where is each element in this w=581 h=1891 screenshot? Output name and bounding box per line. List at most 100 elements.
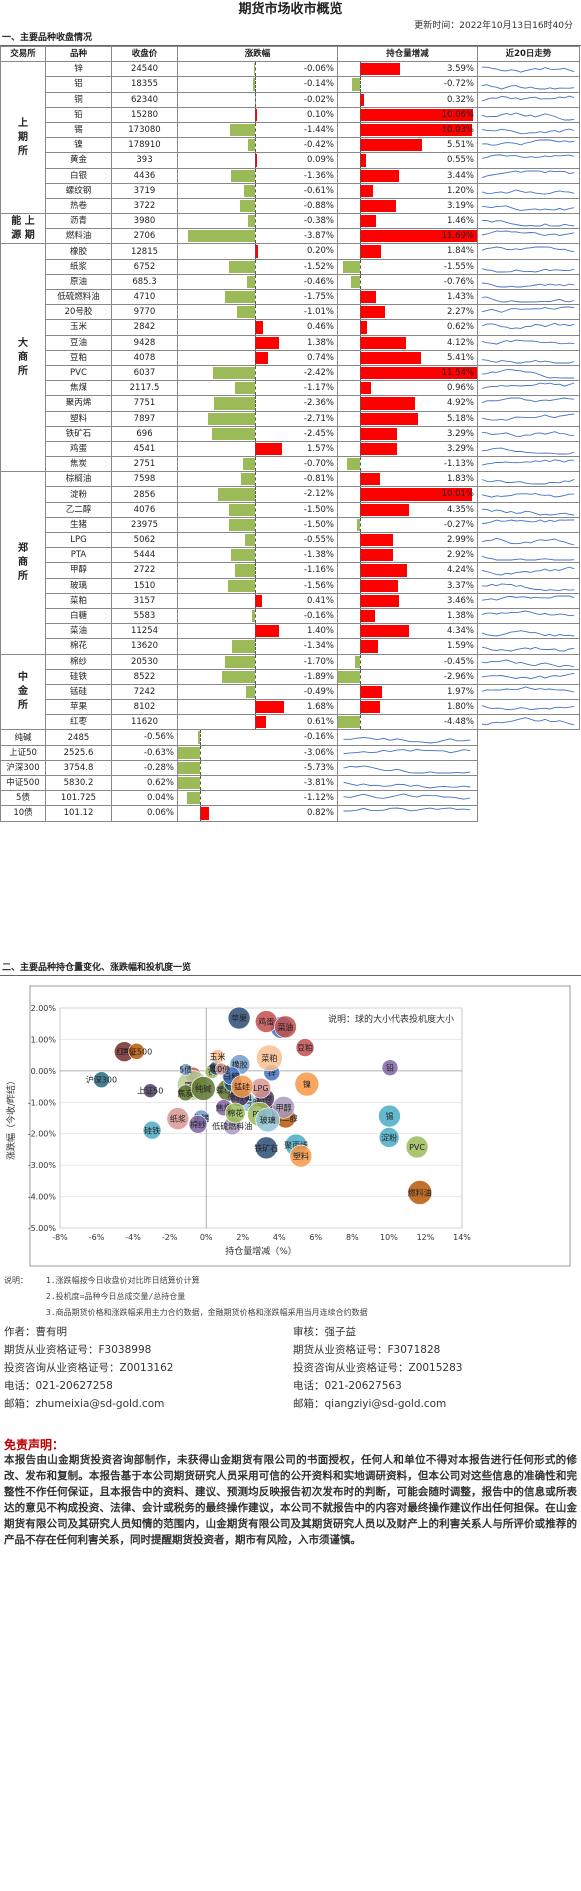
section-divider (0, 45, 581, 46)
oi-change-value: 0.62% (446, 322, 474, 333)
trend-cell (477, 91, 580, 108)
change-bar (231, 169, 255, 182)
zero-axis (255, 487, 256, 502)
sparkline-path (481, 112, 575, 121)
sparkline-path (481, 672, 575, 679)
zero-axis (255, 169, 256, 183)
oi-change-bar (360, 625, 409, 638)
change-cell: -1.36% (177, 167, 338, 184)
change-cell: 0.06% (111, 805, 178, 822)
chart-note: 说明：球的大小代表投机度大小 (328, 1013, 454, 1025)
closing-table: 交易所 品种 收盘价 涨跌幅 持仓量增减 近20日走势 上 期 所锌 24540 -… (0, 45, 580, 822)
zero-axis (255, 472, 256, 486)
oi-change-cell: 0.82% (177, 805, 338, 822)
table-row: 焦煤 2117.5 -1.17% 0.96% (1, 380, 580, 397)
x-tick-label: 6% (309, 1233, 322, 1242)
close-price: 685.3 (111, 273, 178, 291)
reviewer-license: 期货从业资格证号：F3071828 (293, 1344, 441, 1356)
change-value: -2.36% (303, 398, 334, 409)
oi-change-cell: 0.62% (337, 319, 478, 336)
change-bar (246, 685, 255, 699)
zero-axis (255, 108, 256, 122)
close-price: 4078 (111, 349, 178, 366)
oi-change-bar (360, 139, 422, 152)
table-row: 5债 101.725 0.04% -1.12% (0, 790, 580, 807)
sparkline-path (481, 128, 575, 135)
bubble-label: 苹果 (231, 1013, 247, 1023)
oi-change-cell: 3.37% (337, 577, 478, 594)
oi-change-value: 1.38% (446, 610, 474, 621)
update-time: 更新时间：2022年10月13日16时40分 (414, 21, 573, 31)
sparkline-path (481, 267, 575, 273)
oi-change-value: 4.35% (446, 504, 474, 515)
change-value: -0.02% (303, 94, 334, 105)
oi-change-cell: 2.99% (337, 531, 478, 549)
product-name: 铁矿石 (45, 425, 112, 442)
oi-change-value: 5.18% (446, 413, 474, 424)
change-value: -0.56% (143, 732, 174, 743)
change-cell: -0.28% (111, 759, 178, 777)
sparkline (482, 296, 575, 303)
zero-axis (255, 351, 256, 365)
change-cell: -0.46% (177, 273, 338, 291)
oi-change-bar (360, 215, 377, 228)
zero-axis (360, 533, 361, 547)
change-bar (187, 230, 255, 243)
oi-change-cell: -0.27% (337, 516, 478, 534)
bubble (295, 1038, 315, 1057)
change-value: -0.16% (303, 610, 334, 621)
sparkline (481, 672, 575, 679)
oi-change-value: 3.29% (446, 443, 474, 454)
sparkline-path (481, 205, 575, 211)
bubble (230, 1074, 254, 1098)
change-bar (231, 640, 255, 653)
close-price: 18355 (111, 76, 178, 93)
product-name: 锰硅 (45, 683, 112, 701)
oi-change-bar (360, 108, 473, 121)
close-price: 2525.6 (45, 744, 112, 761)
trend-cell (337, 759, 478, 777)
oi-change-bar (338, 716, 360, 729)
oi-change-cell: 1.59% (337, 638, 478, 655)
oi-change-value: -0.45% (443, 656, 474, 667)
close-price: 4076 (111, 501, 178, 518)
zero-axis (360, 169, 361, 183)
change-value: -1.44% (303, 124, 334, 135)
oi-change-cell: 10.06% (337, 106, 478, 123)
change-value: -0.61% (303, 185, 334, 196)
table-row: 大 商 所橡胶 12815 0.20% 1.84% (0, 243, 580, 473)
bubble (166, 1107, 190, 1130)
bubble-label: 淀粉 (381, 1132, 397, 1142)
oi-change-value: 3.44% (446, 170, 474, 181)
product-name: 乙二醇 (45, 501, 112, 518)
bubble-label: 白糖 (223, 1071, 239, 1081)
zero-axis (360, 336, 361, 350)
product-name: 菜油 (45, 623, 112, 640)
x-axis-label: 持仓量增减（%） (225, 1245, 297, 1257)
sparkline (481, 459, 575, 466)
oi-change-cell: -1.55% (337, 258, 478, 275)
close-price: 2117.5 (111, 380, 178, 397)
zero-axis (255, 229, 256, 243)
oi-change-cell: 0.96% (337, 380, 478, 397)
zero-axis (360, 412, 361, 426)
close-price: 9428 (111, 334, 178, 351)
close-price: 2485 (45, 729, 112, 746)
product-name: 玻璃 (45, 577, 112, 594)
sparkline (481, 556, 575, 561)
change-value: -0.88% (303, 200, 334, 211)
change-bar (222, 670, 255, 683)
table-row: 中证500 5830.2 0.62% -3.81% (0, 774, 580, 792)
oi-change-bar (360, 685, 383, 699)
zero-axis (360, 184, 361, 198)
change-value: -1.01% (303, 307, 334, 318)
sparkline (481, 397, 575, 404)
zero-axis (255, 336, 256, 350)
page-title: 期货市场收市概览 (238, 2, 343, 17)
close-price: 6752 (111, 258, 178, 275)
trend-cell (337, 805, 478, 822)
product-name: 棉纱 (45, 653, 112, 670)
zero-axis (255, 366, 256, 380)
table-row: 热卷 3722 -0.88% 3.19% (1, 197, 580, 215)
change-value: 0.10% (306, 109, 334, 120)
